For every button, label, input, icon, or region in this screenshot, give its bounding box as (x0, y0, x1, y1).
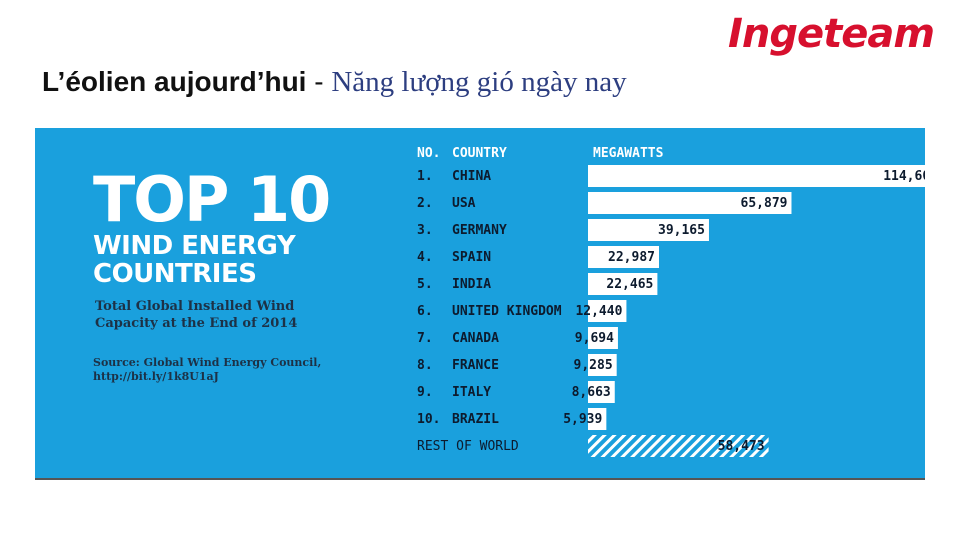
row-country: ITALY (452, 385, 491, 400)
row-country: INDIA (452, 277, 491, 292)
infographic-source: Source: Global Wind Energy Council, http… (93, 356, 353, 384)
row-country: CHINA (452, 169, 491, 184)
bar (588, 192, 792, 214)
row-number: 6. (417, 304, 433, 319)
bar-rest-of-world (588, 435, 769, 457)
title-french: L’éolien aujourd’hui (42, 66, 307, 97)
row-country: BRAZIL (452, 412, 499, 427)
infographic-caption: Total Global Installed Wind Capacity at … (95, 298, 355, 332)
title-vietnamese: Năng lượng gió ngày nay (331, 66, 627, 98)
row-country: FRANCE (452, 358, 499, 373)
bar (588, 300, 627, 322)
row-number: 8. (417, 358, 433, 373)
caption-line-1: Total Global Installed Wind (95, 299, 295, 314)
row-country: GERMANY (452, 223, 507, 238)
bar-value-label-rest: 58,473 (718, 439, 765, 454)
bar-value-label: 9,285 (574, 358, 613, 373)
row-number: 10. (417, 412, 440, 427)
title-separator: - (306, 66, 332, 97)
row-country: CANADA (452, 331, 499, 346)
bar-value-label: 22,465 (606, 277, 653, 292)
bar-value-label: 65,879 (741, 196, 788, 211)
bar (588, 273, 658, 295)
row-number: 2. (417, 196, 433, 211)
row-country: UNITED KINGDOM (452, 304, 562, 319)
row-number: 9. (417, 385, 433, 400)
bar (588, 354, 617, 376)
bar-value-label: 22,987 (608, 250, 655, 265)
header-megawatts: MEGAWATTS (593, 146, 664, 161)
megawatts-bar-chart: NO. COUNTRY MEGAWATTS 1. CHINA 114,609 2. USA 65… (417, 146, 925, 457)
header-no: NO. (417, 146, 440, 161)
bar (588, 165, 925, 187)
source-line-1: Source: Global Wind Energy Council, (93, 356, 322, 369)
row-number: 4. (417, 250, 433, 265)
bar (588, 381, 615, 403)
row-number: 3. (417, 223, 433, 238)
bar-value-label: 9,694 (575, 331, 614, 346)
caption-line-2: Capacity at the End of 2014 (95, 316, 298, 331)
title-top10: TOP 10 (93, 163, 331, 236)
row-country: SPAIN (452, 250, 491, 265)
title-countries: COUNTRIES (93, 259, 257, 289)
bar-value-label: 5,939 (563, 412, 602, 427)
title-wind-energy: WIND ENERGY (93, 231, 296, 261)
bar-value-label: 39,165 (658, 223, 705, 238)
infographic-panel: TOP 10 WIND ENERGY COUNTRIES Total Globa… (35, 128, 925, 478)
row-rest-of-world: REST OF WORLD (417, 439, 519, 454)
row-country: USA (452, 196, 476, 211)
bar (588, 408, 607, 430)
row-number: 1. (417, 169, 433, 184)
ingeteam-logo: Ingeteam (728, 11, 935, 57)
row-number: 7. (417, 331, 433, 346)
bar (588, 246, 660, 268)
source-line-2: http://bit.ly/1k8U1aJ (93, 370, 219, 383)
bar-value-label: 114,609 (883, 169, 925, 184)
bar (588, 327, 618, 349)
header-country: COUNTRY (452, 146, 507, 161)
panel-bottom-rule (35, 478, 925, 480)
row-number: 5. (417, 277, 433, 292)
bar-value-label: 8,663 (572, 385, 611, 400)
bar (588, 219, 709, 241)
infographic-title: TOP 10 WIND ENERGY COUNTRIES (93, 163, 331, 289)
slide-title: L’éolien aujourd’hui - Năng lượng gió ng… (42, 62, 627, 102)
bar-value-label: 12,440 (575, 304, 622, 319)
